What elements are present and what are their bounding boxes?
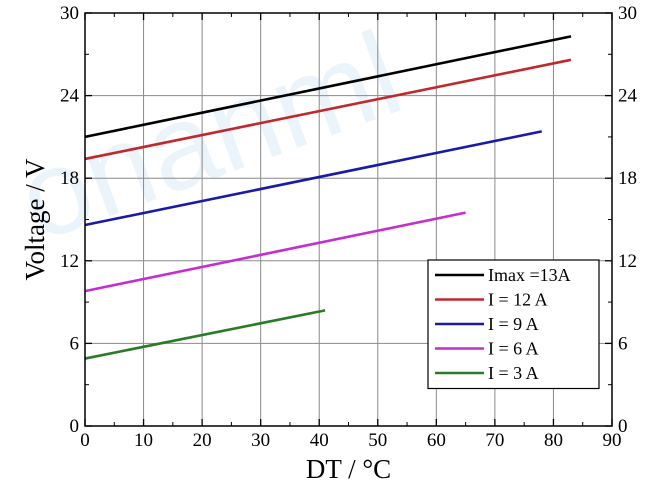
x-tick-label: 90 bbox=[603, 430, 622, 451]
y-tick-label-left: 18 bbox=[60, 168, 79, 189]
x-tick-label: 10 bbox=[134, 430, 153, 451]
series-line-3 bbox=[84, 211, 466, 293]
x-axis-title: DT / °C bbox=[306, 454, 391, 484]
x-tick-label: 30 bbox=[251, 430, 270, 451]
legend-label-1: I = 12 A bbox=[488, 290, 548, 310]
x-tick-label: 70 bbox=[485, 430, 504, 451]
series-line-0 bbox=[84, 35, 572, 139]
watermark: onanml bbox=[2, 6, 418, 267]
y-tick-label-left: 0 bbox=[70, 416, 80, 437]
y-tick-label-left: 24 bbox=[60, 86, 80, 107]
y-tick-label-right: 0 bbox=[618, 416, 628, 437]
x-tick-label: 40 bbox=[310, 430, 329, 451]
x-tick-label: 80 bbox=[544, 430, 563, 451]
series-line-2 bbox=[84, 130, 542, 227]
x-tick-label: 0 bbox=[80, 430, 90, 451]
legend: Imax =13A I = 12 A I = 9 A I = 6 A I = 3 A bbox=[427, 259, 600, 390]
y-tick-label-left: 12 bbox=[60, 251, 79, 272]
x-tick-label: 20 bbox=[193, 430, 212, 451]
x-tick-label: 50 bbox=[368, 430, 387, 451]
legend-label-0: Imax =13A bbox=[488, 265, 571, 285]
series-line-4 bbox=[84, 309, 326, 360]
legend-label-4: I = 3 A bbox=[488, 363, 539, 383]
y-tick-label-left: 6 bbox=[70, 333, 80, 354]
legend-label-3: I = 6 A bbox=[488, 339, 539, 359]
y-axis-title: Voltage / V bbox=[20, 158, 50, 281]
legend-label-2: I = 9 A bbox=[488, 314, 539, 334]
axis-ticks bbox=[84, 12, 613, 427]
y-tick-label-right: 30 bbox=[618, 3, 637, 24]
x-tick-label: 60 bbox=[427, 430, 446, 451]
y-tick-label-right: 18 bbox=[618, 168, 637, 189]
series-layer bbox=[84, 35, 572, 360]
y-tick-label-right: 6 bbox=[618, 333, 628, 354]
y-tick-label-right: 24 bbox=[618, 86, 638, 107]
y-tick-label-left: 30 bbox=[60, 3, 79, 24]
y-tick-label-right: 12 bbox=[618, 251, 637, 272]
series-line-1 bbox=[84, 58, 572, 161]
